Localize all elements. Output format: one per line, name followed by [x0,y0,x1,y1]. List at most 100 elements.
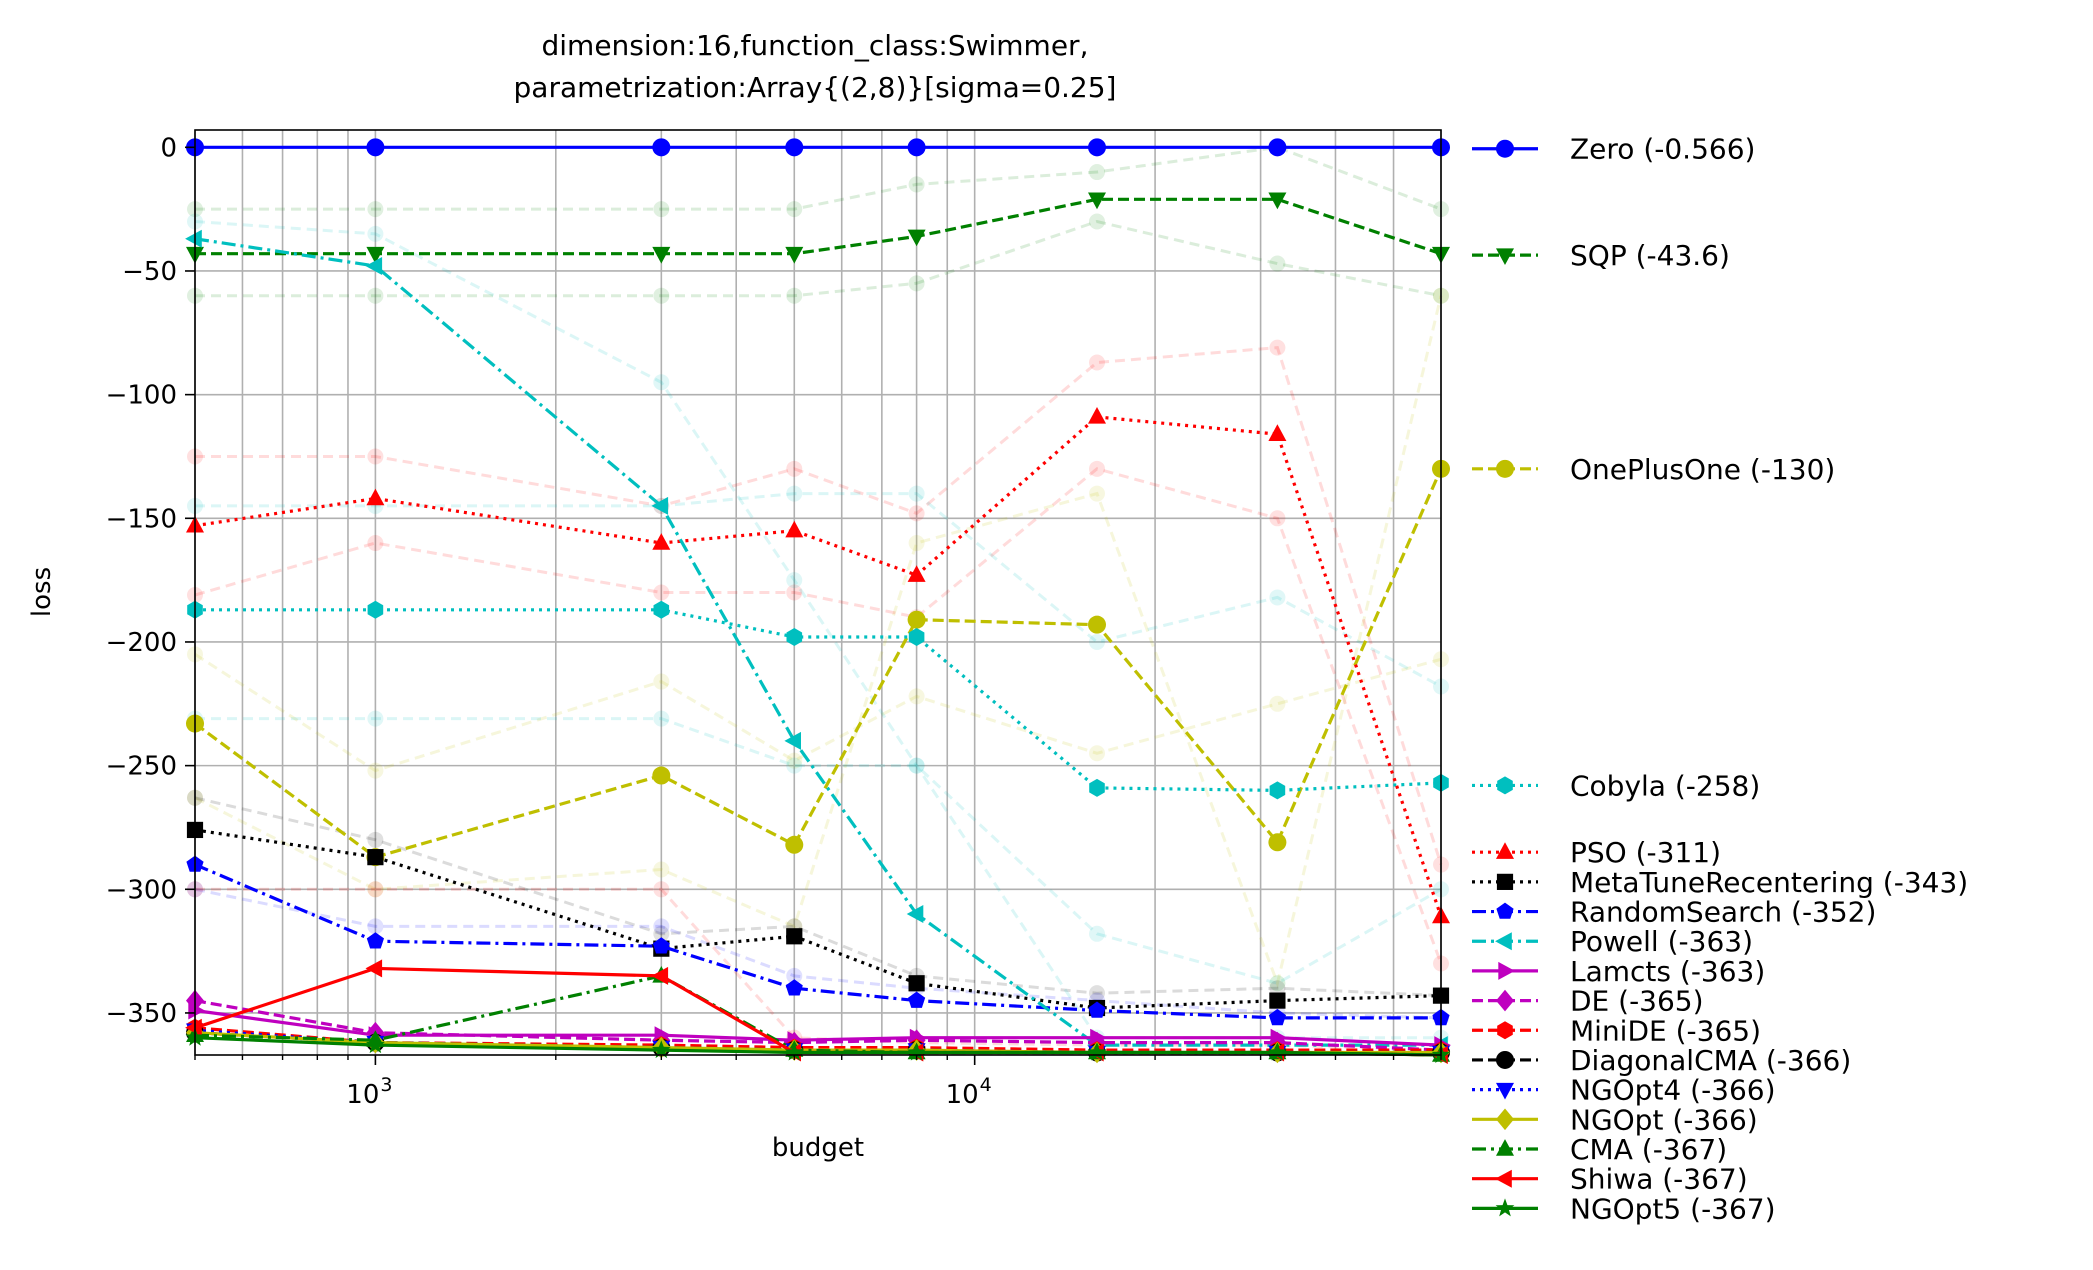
legend-marker [1496,1108,1514,1131]
legend-entry-13: NGOpt (-366) [1472,1103,1758,1136]
legend-label: CMA (-367) [1570,1133,1727,1166]
legend-entry-6: RandomSearch (-352) [1472,896,1876,929]
faint-point [786,967,803,984]
faint-line-6 [195,346,1443,866]
faint-point [908,757,925,774]
chart-title-line-1: dimension:16,function_class:Swimmer, [542,29,1089,62]
faint-point [653,374,670,391]
y-tick-label: −100 [106,381,177,411]
legend-label: Cobyla (-258) [1570,769,1760,802]
data-point [185,229,202,248]
legend-marker [1495,932,1512,951]
faint-point [653,673,670,690]
faint-point [367,881,384,898]
series-3 [187,600,1449,800]
legend-marker [1497,776,1513,795]
legend: Zero (-0.566) SQP (-43.6) OnePlusOne (-130… [1472,133,1968,1225]
legend-label: PSO (-311) [1570,836,1721,869]
data-point [784,731,801,750]
legend-entry-8: Lamcts (-363) [1472,955,1765,988]
faint-point [908,176,925,193]
data-point [907,138,926,157]
legend-entry-10: MiniDE (-365) [1472,1014,1761,1047]
faint-point [1269,695,1286,712]
faint-point [367,225,384,242]
faint-line-5 [195,717,1442,985]
faint-point [653,584,670,601]
faint-point [367,762,384,779]
data-point [1268,424,1287,441]
y-axis-label: loss [27,567,57,617]
faint-point [786,752,803,769]
data-point [1087,1042,1107,1061]
legend-entry-15: Shiwa (-367) [1472,1163,1748,1196]
faint-line-1 [195,219,1442,298]
faint-point [1088,745,1105,762]
faint-point [786,201,803,218]
legend-marker [1496,873,1514,890]
data-point [366,932,384,949]
y-axis-ticks: 0 −50 −100 −150 −200 −250 −300 −350 [106,133,195,1029]
legend-entry-7: Powell (-363) [1472,925,1753,958]
y-tick-label: −200 [106,628,177,658]
faint-point [1269,510,1286,527]
faint-point [653,881,670,898]
faint-point [908,275,925,292]
data-point [906,905,924,923]
legend-entry-12: NGOpt4 (-366) [1472,1074,1776,1107]
data-point [908,975,925,992]
data-point [907,610,926,629]
legend-label: NGOpt5 (-367) [1570,1192,1776,1225]
faint-point [1088,925,1105,942]
series-line [194,468,1443,859]
series-group [185,138,1451,1064]
legend-marker [1496,139,1514,158]
faint-point [1269,255,1286,272]
legend-label: SQP (-43.6) [1570,239,1730,272]
legend-marker [1498,961,1515,980]
legend-marker [1495,1169,1512,1188]
data-point [1269,992,1286,1009]
data-point [785,835,804,854]
legend-label: RandomSearch (-352) [1570,896,1876,929]
data-point [1269,781,1286,800]
data-point [1268,833,1287,852]
data-point [366,488,385,506]
legend-label: Lamcts (-363) [1570,955,1765,988]
faint-point [367,831,384,848]
legend-label: MiniDE (-365) [1570,1014,1761,1047]
data-point [785,520,804,538]
y-tick-label: −300 [106,875,177,905]
data-point [908,628,925,646]
faint-point [653,201,670,218]
x-tick-exponent: 4 [980,1074,992,1096]
data-point [366,246,385,264]
faint-line-7 [194,467,1443,965]
faint-point [1088,213,1105,230]
legend-label: DE (-365) [1570,985,1704,1018]
x-tick-label: 104 [946,1074,992,1110]
data-point [1268,1008,1286,1026]
x-tick-label: 103 [346,1074,392,1110]
faint-point [1088,354,1105,371]
series-line [194,237,1441,1047]
legend-marker [1496,842,1514,859]
faint-point [1088,485,1105,502]
data-point [652,766,671,785]
legend-marker [1495,1198,1515,1217]
y-tick-label: −350 [106,999,177,1029]
faint-point [367,201,384,218]
legend-marker [1496,1082,1514,1100]
legend-entry-14: CMA (-367) [1472,1133,1727,1166]
faint-point [1269,975,1286,992]
legend-entry-5: MetaTuneRecentering (-343) [1472,866,1968,899]
x-axis-ticks: 103 104 [194,1055,1442,1110]
faint-point [908,505,925,522]
data-point [653,600,670,619]
faint-point [653,925,670,942]
data-point [1089,778,1105,797]
faint-point [908,485,925,502]
data-point [786,928,803,945]
faint-point [1088,633,1105,650]
grid [194,130,1442,1055]
